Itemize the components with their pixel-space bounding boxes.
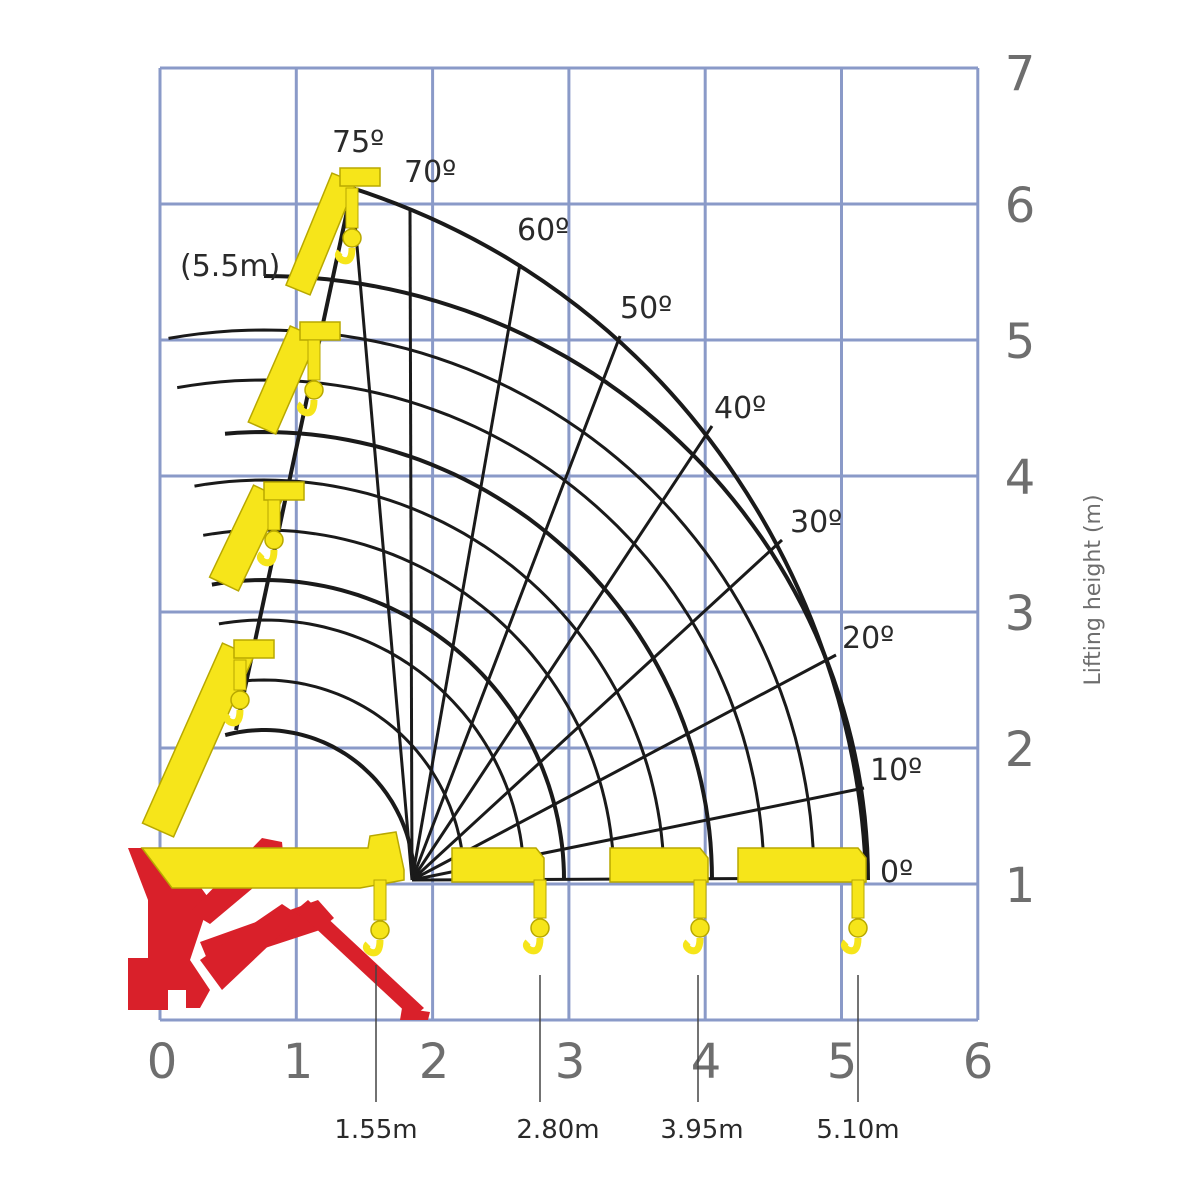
boom-raised-3 <box>247 325 319 435</box>
hook-line <box>851 879 865 919</box>
hook-block <box>342 228 362 248</box>
y-tick-6: 6 <box>1005 178 1036 234</box>
hook-block <box>848 918 868 938</box>
boom-head-3 <box>299 321 341 341</box>
x-axis-ticks: 0 1 2 3 4 5 6 <box>147 1034 994 1090</box>
reach-label-1: 1.55m <box>334 1115 417 1145</box>
hook-block <box>690 918 710 938</box>
radius-arc <box>194 478 666 881</box>
hook-raised-1 <box>222 659 250 727</box>
angle-label-0: 0º <box>880 855 913 890</box>
hook-1 <box>362 879 390 957</box>
y-tick-2: 2 <box>1005 722 1036 778</box>
y-tick-3: 3 <box>1005 586 1036 642</box>
hook-block <box>304 380 324 400</box>
angle-labels: 0º 10º 20º 30º 40º 50º 60º 70º 75º <box>332 125 922 890</box>
reach-markers: 1.55m 2.80m 3.95m 5.10m <box>334 965 900 1145</box>
y-tick-5: 5 <box>1005 314 1036 370</box>
angle-ray-60 <box>410 263 522 881</box>
hook-line <box>233 659 247 691</box>
boom-retracted <box>140 831 405 889</box>
boom-raised-4 <box>284 172 358 296</box>
hook-icon <box>522 937 544 955</box>
y-tick-7: 7 <box>1005 46 1036 102</box>
max-height-label: (5.5m) <box>180 249 280 284</box>
reach-label-2: 2.80m <box>516 1115 599 1145</box>
hook-icon <box>222 709 244 727</box>
boom-head-4 <box>339 167 381 187</box>
boom-extended-1 <box>451 847 545 883</box>
angle-label-60: 60º <box>517 213 569 248</box>
y-tick-4: 4 <box>1005 450 1036 506</box>
x-tick-0: 0 <box>147 1034 178 1090</box>
hook-block <box>370 920 390 940</box>
hook-icon <box>296 399 318 417</box>
crane-link <box>200 904 300 990</box>
x-tick-2: 2 <box>419 1034 450 1090</box>
hook-3 <box>682 879 710 955</box>
hook-line <box>533 879 547 919</box>
x-tick-4: 4 <box>691 1034 722 1090</box>
reach-label-4: 5.10m <box>816 1115 899 1145</box>
angle-label-75: 75º <box>332 125 384 160</box>
boom-extended-3 <box>737 847 867 883</box>
radius-arc <box>263 274 870 881</box>
angle-label-30: 30º <box>790 505 842 540</box>
y-axis-ticks: 1 2 3 4 5 6 7 <box>1005 46 1036 914</box>
angle-ray-50 <box>410 335 622 881</box>
angle-label-50: 50º <box>620 291 672 326</box>
reach-label-3: 3.95m <box>660 1115 743 1145</box>
crane-foot <box>400 1008 430 1020</box>
x-tick-1: 1 <box>283 1034 314 1090</box>
y-tick-1: 1 <box>1005 858 1036 914</box>
boom-extended-2 <box>609 847 709 883</box>
hook-block <box>264 530 284 550</box>
hook-block <box>530 918 550 938</box>
hook-raised-3 <box>296 339 324 417</box>
hook-icon <box>256 549 278 567</box>
angle-ray-75 <box>350 187 414 881</box>
angle-ray-20 <box>411 653 837 882</box>
hook-raised-2 <box>256 499 284 567</box>
grid <box>158 66 980 1022</box>
boom-head-1 <box>233 639 275 659</box>
hook-line <box>267 499 281 531</box>
hook-line <box>345 187 359 229</box>
hook-line <box>373 879 387 921</box>
angle-label-70: 70º <box>404 155 456 190</box>
radius-arc <box>229 678 466 881</box>
envelope-arc <box>351 186 868 881</box>
boom-head-2 <box>263 481 305 501</box>
crane-stabilizer <box>296 900 424 1018</box>
y-axis-label: Lifting height (m) <box>1081 494 1106 685</box>
hook-raised-4 <box>334 187 362 265</box>
x-tick-3: 3 <box>555 1034 586 1090</box>
radius-arc <box>176 378 766 881</box>
x-tick-5: 5 <box>827 1034 858 1090</box>
radius-arc <box>224 429 714 881</box>
angle-label-20: 20º <box>842 621 894 656</box>
hook-icon <box>682 937 704 955</box>
radius-arc <box>211 577 566 881</box>
angle-label-40: 40º <box>714 391 766 426</box>
hook-4 <box>840 879 868 955</box>
hook-line <box>307 339 321 381</box>
hook-icon <box>362 939 384 957</box>
angle-label-10: 10º <box>870 753 922 788</box>
angle-ray-30 <box>410 538 784 882</box>
hook-icon <box>334 247 356 265</box>
angle-ray-40 <box>410 425 714 881</box>
x-tick-6: 6 <box>963 1034 994 1090</box>
hook-2 <box>522 879 550 955</box>
angle-ray-70 <box>408 207 414 881</box>
crane-illustration <box>128 167 868 1020</box>
hook-block <box>230 690 250 710</box>
radius-arc <box>218 618 526 881</box>
hook-icon <box>840 937 862 955</box>
hook-line <box>693 879 707 919</box>
